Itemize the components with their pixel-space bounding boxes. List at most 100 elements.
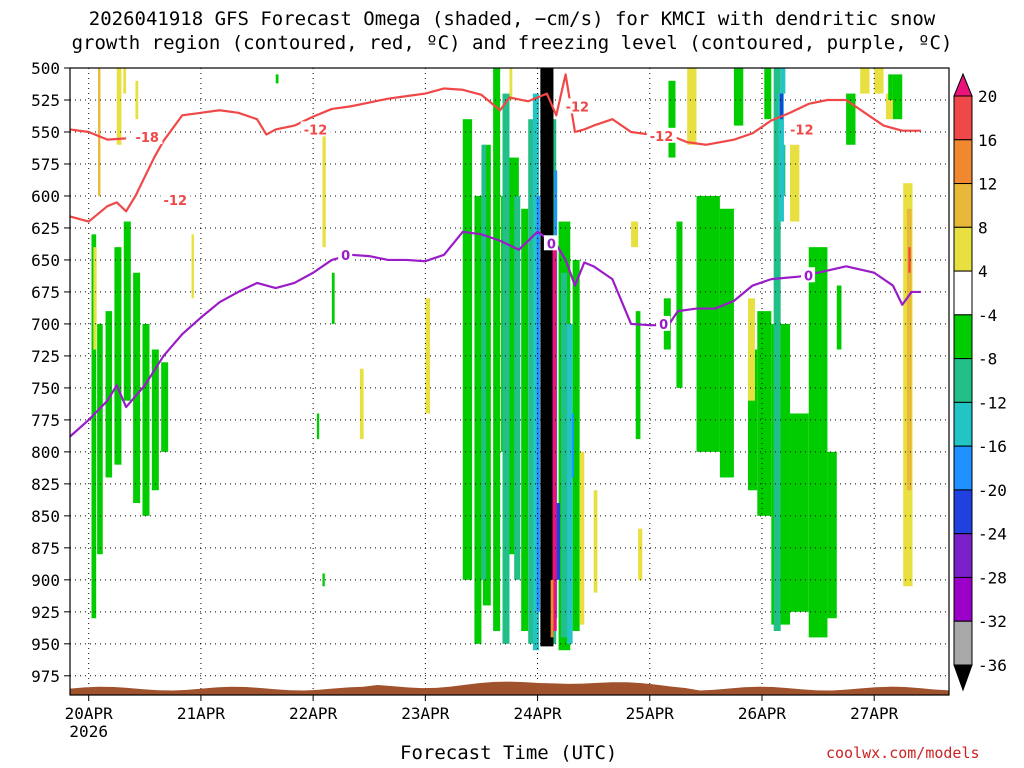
darkblue-streak-24apr xyxy=(556,503,560,580)
chart-title-line-1: 2026041918 GFS Forecast Omega (shaded, −… xyxy=(88,8,936,30)
black-core-24apr xyxy=(540,68,554,647)
dgz-minus18-contour xyxy=(70,128,127,141)
yellow-streak-26apr xyxy=(790,144,800,222)
green-streak-26apr xyxy=(747,349,758,491)
yellow-streak-20apr xyxy=(135,80,139,120)
colorbar-tick-label: -20 xyxy=(978,481,1007,500)
colorbar-tick-label: 16 xyxy=(978,131,997,150)
y-tick-label: 775 xyxy=(31,411,60,430)
x-tick-label: 22APR xyxy=(289,704,338,723)
orange-streak-20apr xyxy=(98,68,101,196)
colorbar-segment xyxy=(953,401,973,447)
x-tick-label: 25APR xyxy=(626,704,675,723)
teal-streak-24apr xyxy=(514,195,521,580)
contour-label: 0 xyxy=(547,237,556,252)
colorbar-tick-label: -16 xyxy=(978,437,1007,456)
blue-streak-24apr xyxy=(572,413,575,478)
colorbar-segment xyxy=(953,270,973,316)
green-streak-24apr xyxy=(482,144,491,606)
green-streak-27apr xyxy=(888,74,893,100)
y-tick-label: 575 xyxy=(31,155,60,174)
darkblue-streak-26apr xyxy=(779,93,784,120)
yellow-streak-25apr xyxy=(638,528,643,580)
terrain-fill xyxy=(70,681,949,695)
colorbar-tick-label: 4 xyxy=(978,262,988,281)
x-tick-label: 21APR xyxy=(177,704,226,723)
contour-label: 0 xyxy=(341,249,350,264)
green-streak-22apr xyxy=(322,573,325,587)
cyan-streak-24apr xyxy=(567,323,573,644)
cyan-streak-26apr xyxy=(780,68,786,94)
yellow-streak-22apr xyxy=(425,298,431,414)
blue-streak-24apr xyxy=(536,195,540,612)
x-year-label: 2026 xyxy=(69,722,108,741)
colorbar-segment xyxy=(953,445,973,491)
green-streak-20apr xyxy=(161,362,169,452)
y-tick-label: 850 xyxy=(31,507,60,526)
y-tick-label: 900 xyxy=(31,571,60,590)
yellow-streak-27apr xyxy=(874,68,884,94)
green-streak-26apr xyxy=(808,247,828,638)
cyan-streak-24apr xyxy=(532,93,539,651)
green-streak-26apr xyxy=(836,285,842,350)
contour-label: -12 xyxy=(790,123,814,138)
green-streak-26apr xyxy=(719,208,734,478)
y-tick-label: 825 xyxy=(31,475,60,494)
yellow-streak-24apr xyxy=(509,68,513,100)
green-streak-27apr xyxy=(892,74,903,120)
colorbar-segment xyxy=(953,489,973,535)
contour-label-bg xyxy=(338,246,353,262)
green-streak-26apr xyxy=(846,93,856,145)
yellow-streak-24apr xyxy=(593,490,598,593)
green-streak-20apr xyxy=(105,311,113,478)
green-streak-20apr xyxy=(123,221,131,401)
magenta-core-24apr xyxy=(552,247,557,632)
yellow-streak-27apr xyxy=(885,93,893,120)
x-tick-label: 24APR xyxy=(513,704,562,723)
contour-label: 0 xyxy=(659,318,668,333)
colorbar-segment xyxy=(953,358,973,403)
yellow-streak-22apr xyxy=(359,368,364,440)
colorbar-segment xyxy=(953,533,973,578)
colorbar-tick-label: 12 xyxy=(978,175,997,194)
colorbar-segment xyxy=(953,576,973,622)
colorbar-tick-label: -4 xyxy=(978,306,997,325)
colorbar-tick-label: -8 xyxy=(978,350,997,369)
y-tick-label: 500 xyxy=(31,59,60,78)
y-tick-label: 875 xyxy=(31,539,60,558)
green-streak-20apr xyxy=(91,234,97,619)
yellow-streak-26apr xyxy=(687,68,697,145)
orange-core-24apr xyxy=(550,579,554,638)
teal-streak-24apr xyxy=(560,272,568,638)
omega-shading xyxy=(91,68,913,651)
green-streak-26apr xyxy=(668,80,676,158)
colorbar-tick-label: -12 xyxy=(978,393,1007,412)
green-streak-26apr xyxy=(790,413,809,612)
y-tick-label: 625 xyxy=(31,219,60,238)
colorbar-tick-label: 8 xyxy=(978,218,988,237)
yellow-streak-22apr xyxy=(322,131,326,248)
green-streak-26apr xyxy=(696,195,720,452)
terrain-ground xyxy=(70,681,949,695)
colorbar-segment xyxy=(953,226,973,272)
contour-label-bg xyxy=(543,235,558,251)
contour-label-bg xyxy=(160,191,191,207)
y-tick-label: 800 xyxy=(31,443,60,462)
y-tick-label: 600 xyxy=(31,187,60,206)
contour-label-bg xyxy=(132,129,163,145)
yellow-streak-25apr xyxy=(631,221,639,248)
x-axis: 20APR 21APR 22APR 23APR 24APR 25APR 26APR 27APR… xyxy=(65,695,899,741)
y-tick-label: 525 xyxy=(31,91,60,110)
credit-link[interactable]: coolwx.com/models xyxy=(826,744,980,762)
green-streak-20apr xyxy=(114,247,122,465)
orange-band-27apr xyxy=(906,208,912,491)
colorbar-tick-label: -28 xyxy=(978,568,1007,587)
colorbar-tick-label: -32 xyxy=(978,612,1007,631)
y-tick-label: 950 xyxy=(31,635,60,654)
x-tick-label: 27APR xyxy=(850,704,899,723)
green-streak-26apr xyxy=(827,451,837,619)
colorbar-segment xyxy=(953,183,973,228)
green-streak-24apr xyxy=(572,259,580,632)
green-streak-26apr xyxy=(757,311,772,516)
